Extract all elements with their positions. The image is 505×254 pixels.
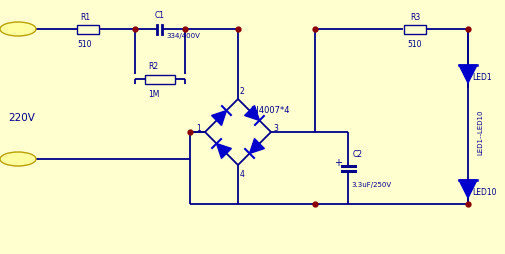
Text: R3: R3 [410, 13, 420, 22]
Bar [404, 25, 426, 34]
Ellipse shape [0, 152, 36, 166]
Text: 3.3uF/250V: 3.3uF/250V [351, 181, 391, 187]
Text: 1: 1 [196, 124, 201, 133]
Bar [77, 25, 99, 34]
Text: R1: R1 [80, 13, 90, 22]
Text: IN4007*4: IN4007*4 [250, 106, 289, 115]
Text: LED1--LED10: LED1--LED10 [477, 109, 483, 155]
Text: LED1: LED1 [472, 73, 492, 82]
Text: 334/400V: 334/400V [166, 33, 200, 39]
Text: C1: C1 [155, 11, 165, 20]
Text: 510: 510 [78, 40, 92, 49]
Polygon shape [459, 66, 477, 84]
Text: 3: 3 [273, 124, 278, 133]
Text: 510: 510 [408, 40, 422, 49]
Polygon shape [249, 139, 265, 154]
Polygon shape [459, 180, 477, 198]
Text: 220V: 220V [8, 113, 35, 122]
Bar [145, 75, 175, 84]
Text: 2: 2 [240, 87, 245, 96]
Ellipse shape [0, 23, 36, 37]
Polygon shape [244, 106, 260, 121]
Text: +: + [334, 158, 342, 168]
Polygon shape [212, 111, 226, 126]
Text: 4: 4 [240, 169, 245, 178]
Text: R2: R2 [148, 62, 158, 71]
Text: LED10: LED10 [472, 188, 496, 197]
Text: C2: C2 [353, 150, 363, 159]
Text: 1M: 1M [148, 90, 160, 99]
Polygon shape [217, 144, 231, 159]
